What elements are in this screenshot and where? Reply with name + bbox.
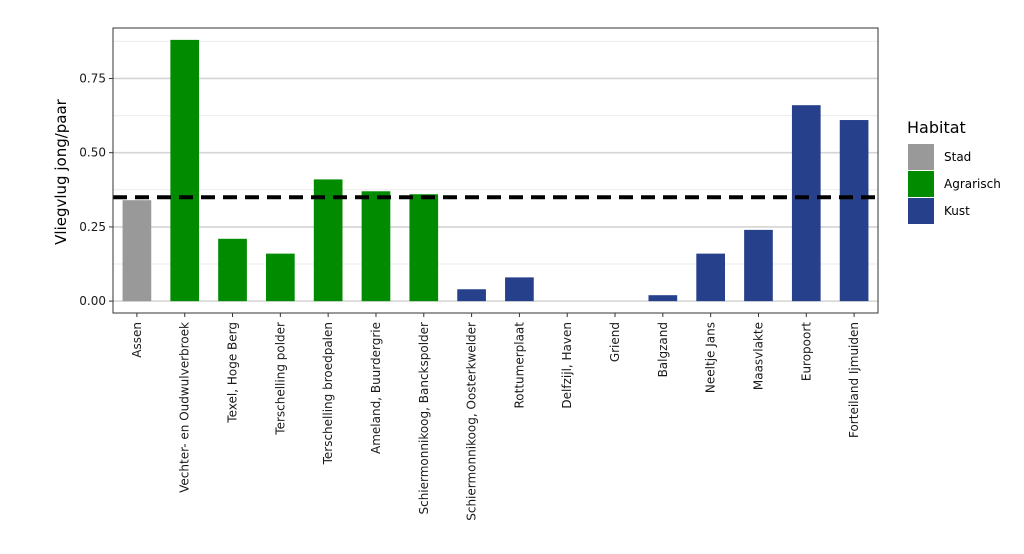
bar (170, 39, 200, 302)
bar (791, 105, 821, 302)
x-tick-label: Forteiland Ijmuiden (847, 322, 861, 438)
y-tick-label: 0.75 (79, 71, 106, 85)
y-tick-label: 0.25 (79, 220, 106, 234)
x-tick-label: Balgzand (656, 322, 670, 377)
x-tick-label: Assen (130, 322, 144, 358)
bar (361, 191, 391, 302)
bar (505, 277, 534, 302)
y-tick-label: 0.00 (79, 294, 106, 308)
plot-panel-border (112, 27, 879, 314)
x-tick-label: Schiermonnikoog, Oosterkwelder (465, 322, 479, 521)
x-tick-label: Texel, Hoge Berg (226, 322, 240, 424)
bars-layer (122, 39, 869, 302)
legend-key-kust (908, 198, 934, 224)
x-tick-label: Delfzijl, Haven (560, 322, 574, 409)
x-tick-label: Vechter- en Oudwulverbroek (178, 322, 192, 493)
bar (696, 253, 725, 302)
bar (409, 194, 439, 302)
bar (266, 253, 295, 302)
legend-label: Stad (944, 150, 971, 164)
legend-key-stad (908, 144, 934, 170)
x-tick-label: Maasvlakte (751, 322, 765, 390)
x-tick-label: Griend (608, 322, 622, 362)
x-tick-label: Europoort (799, 322, 813, 381)
x-tick-label: Neeltje Jans (704, 322, 718, 393)
x-axis: Assen Vechter- en Oudwulverbroek Texel, Ho… (130, 313, 861, 521)
legend-label: Agrarisch (944, 177, 1001, 191)
legend-key-agrarisch (908, 171, 934, 197)
y-axis-title: Vliegvlug jong/paar (52, 98, 70, 245)
x-tick-label: Terschelling broedpalen (321, 322, 335, 465)
y-tick-label: 0.50 (79, 146, 106, 160)
bar (313, 179, 343, 302)
y-axis: 0.00 0.25 0.50 0.75 (79, 71, 113, 308)
legend-label: Kust (944, 204, 970, 218)
legend-items: Stad Agrarisch Kust (908, 144, 1001, 224)
bar (457, 289, 486, 302)
bar (218, 238, 247, 302)
legend: Habitat Stad Agrarisch Kust (907, 118, 1001, 224)
bar (648, 295, 678, 302)
bar (122, 200, 152, 302)
bar (839, 120, 869, 302)
x-tick-label: Ameland, Buurdergrie (369, 322, 383, 454)
legend-title: Habitat (907, 118, 966, 137)
x-tick-label: Terschelling polder (273, 322, 287, 436)
x-tick-label: Schiermonnikoog, Banckspolder (417, 322, 431, 515)
bar (744, 229, 773, 302)
x-tick-label: Rottumerplaat (512, 322, 526, 409)
